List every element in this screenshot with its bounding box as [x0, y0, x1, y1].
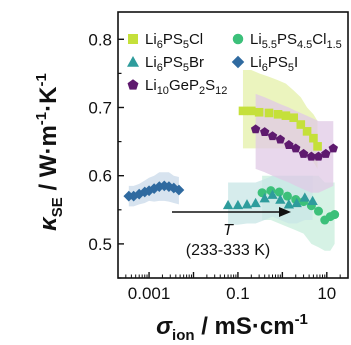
data-point-circle — [330, 210, 340, 220]
x-tick-label: 0.1 — [226, 284, 250, 303]
data-point-pentagon — [259, 127, 270, 137]
data-point-triangle — [259, 193, 270, 203]
data-point-triangle — [307, 195, 318, 206]
data-point-square — [313, 142, 322, 151]
x-axis-title: σion / mS·cm-1 — [156, 311, 308, 344]
legend-marker-triangle — [127, 56, 139, 67]
legend-label: Li6PS5I — [250, 54, 298, 74]
annotation-temperature-range: (233-333 K) — [186, 242, 271, 259]
data-point-square — [281, 111, 291, 120]
data-point-triangle — [291, 197, 302, 208]
data-point-square — [296, 120, 306, 129]
y-tick-label: 0.5 — [88, 235, 112, 254]
data-point-pentagon — [313, 151, 324, 161]
legend-marker-circle — [232, 33, 244, 45]
legend-label: Li6PS5Br — [145, 54, 204, 74]
data-point-square — [247, 106, 256, 116]
data-point-square — [273, 110, 283, 119]
legend: Li6PS5Cl Li5.5PS4.5Cl1.5 Li6PS5Br Li6PS5I Li… — [127, 31, 342, 97]
x-axis-title-subscript: ion — [172, 327, 195, 344]
data-point-triangle — [283, 199, 295, 209]
legend-marker-diamond — [231, 55, 245, 69]
x-axis-title-symbol: σ — [156, 313, 173, 340]
data-point-triangle — [275, 194, 286, 204]
data-point-circle — [274, 187, 284, 197]
x-tick-label: 10 — [317, 284, 336, 303]
data-point-triangle — [222, 199, 234, 210]
data-markers — [123, 106, 340, 225]
annotation-temperature-symbol: T — [223, 222, 234, 239]
data-point-triangle — [299, 192, 310, 202]
data-point-circle — [282, 191, 292, 201]
data-point-triangle — [267, 189, 278, 199]
data-point-pentagon — [298, 148, 309, 158]
data-point-square — [254, 107, 264, 117]
data-point-square — [302, 127, 312, 136]
data-point-square — [289, 113, 299, 123]
axis-ticks: 0.5 0.6 0.7 0.8 0.001 0.1 10 — [88, 30, 349, 303]
y-tick-label: 0.8 — [88, 30, 112, 49]
data-point-square — [264, 108, 274, 118]
data-point-pentagon — [328, 143, 338, 153]
data-point-pentagon — [250, 124, 261, 134]
x-axis-title-superscript: -1 — [295, 311, 308, 328]
data-point-square — [238, 106, 248, 116]
data-point-circle — [313, 206, 324, 216]
y-tick-label: 0.7 — [88, 98, 112, 117]
svg-text:κSE / W·m-1·K-1: κSE / W·m-1·K-1 — [33, 73, 66, 231]
y-axis-title-unit-2: ·K — [35, 86, 62, 112]
data-point-pentagon — [306, 151, 317, 161]
data-point-triangle — [250, 197, 261, 208]
data-point-triangle — [232, 199, 244, 210]
x-tick-label: 0.001 — [128, 284, 171, 303]
legend-marker-square — [128, 34, 138, 44]
data-point-triangle — [241, 199, 253, 209]
legend-marker-pentagon — [127, 79, 139, 90]
data-point-pentagon — [291, 143, 301, 153]
legend-label: Li5.5PS4.5Cl1.5 — [250, 31, 342, 51]
y-axis-title-superscript-1: -1 — [33, 112, 50, 125]
y-axis-title-unit: / W·m — [35, 125, 62, 197]
plot-frame — [117, 11, 349, 279]
y-axis-title-subscript: SE — [49, 197, 66, 217]
x-axis-title-unit: / mS·cm — [195, 313, 295, 340]
y-axis-title-superscript-2: -1 — [33, 73, 50, 86]
data-point-pentagon — [267, 131, 278, 141]
data-point-pentagon — [321, 148, 331, 158]
legend-label: Li6PS5Cl — [145, 31, 203, 51]
data-point-diamond — [173, 184, 185, 196]
y-axis-title: κSE / W·m-1·K-1 — [33, 73, 66, 231]
y-tick-label: 0.6 — [88, 167, 112, 186]
data-point-square — [309, 133, 318, 143]
y-axis-title-symbol: κ — [35, 216, 62, 231]
data-point-pentagon — [275, 134, 286, 144]
temperature-arrow-head — [279, 207, 291, 217]
legend-label: Li10GeP2S12 — [145, 77, 227, 97]
